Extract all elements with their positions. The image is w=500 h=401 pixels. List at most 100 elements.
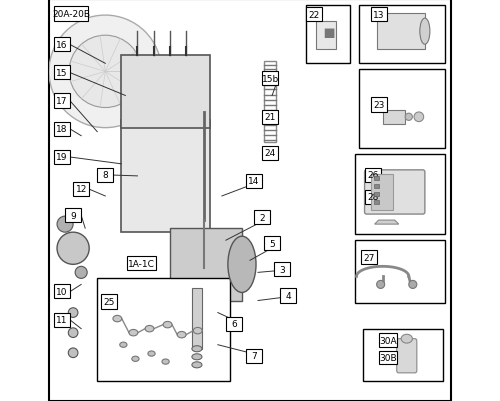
Text: 11: 11 bbox=[56, 315, 68, 324]
Bar bbox=[374, 200, 378, 205]
Ellipse shape bbox=[177, 332, 186, 338]
Bar bbox=[374, 176, 378, 180]
Circle shape bbox=[409, 281, 417, 289]
Text: 16: 16 bbox=[56, 41, 68, 50]
Ellipse shape bbox=[192, 354, 202, 360]
Text: 1A-1C: 1A-1C bbox=[128, 259, 155, 268]
Ellipse shape bbox=[120, 342, 127, 347]
Circle shape bbox=[57, 217, 73, 233]
FancyBboxPatch shape bbox=[362, 329, 443, 381]
Text: 8: 8 bbox=[102, 171, 108, 180]
Circle shape bbox=[68, 328, 78, 338]
Text: 4: 4 bbox=[286, 291, 291, 300]
FancyBboxPatch shape bbox=[376, 14, 425, 50]
Text: 2: 2 bbox=[259, 213, 265, 222]
Ellipse shape bbox=[401, 334, 412, 343]
FancyBboxPatch shape bbox=[274, 263, 290, 277]
Ellipse shape bbox=[405, 114, 412, 121]
Circle shape bbox=[49, 16, 162, 128]
FancyBboxPatch shape bbox=[360, 251, 376, 265]
FancyBboxPatch shape bbox=[358, 6, 445, 64]
FancyBboxPatch shape bbox=[246, 349, 262, 363]
Text: 7: 7 bbox=[251, 351, 257, 360]
Text: 19: 19 bbox=[56, 153, 68, 162]
Circle shape bbox=[69, 36, 142, 108]
Text: 20A-20B: 20A-20B bbox=[52, 10, 90, 19]
Circle shape bbox=[68, 348, 78, 358]
Text: 27: 27 bbox=[363, 253, 374, 262]
FancyBboxPatch shape bbox=[254, 211, 270, 225]
FancyBboxPatch shape bbox=[280, 289, 296, 303]
Ellipse shape bbox=[192, 346, 202, 352]
FancyBboxPatch shape bbox=[65, 209, 81, 223]
Circle shape bbox=[75, 267, 87, 279]
FancyBboxPatch shape bbox=[306, 8, 322, 22]
FancyBboxPatch shape bbox=[378, 334, 396, 347]
FancyBboxPatch shape bbox=[54, 38, 70, 52]
Ellipse shape bbox=[420, 19, 430, 45]
Text: 14: 14 bbox=[248, 177, 260, 186]
Text: 30B: 30B bbox=[379, 353, 396, 362]
Text: 5: 5 bbox=[269, 239, 275, 248]
FancyBboxPatch shape bbox=[122, 56, 210, 128]
Circle shape bbox=[57, 233, 89, 265]
Text: 13: 13 bbox=[373, 10, 384, 20]
Text: 23: 23 bbox=[373, 101, 384, 110]
Text: 15: 15 bbox=[56, 69, 68, 78]
FancyBboxPatch shape bbox=[226, 317, 242, 331]
Text: 22: 22 bbox=[308, 10, 320, 20]
Text: ▪: ▪ bbox=[322, 22, 335, 42]
FancyBboxPatch shape bbox=[396, 339, 417, 373]
FancyBboxPatch shape bbox=[262, 110, 278, 124]
Ellipse shape bbox=[145, 326, 154, 332]
FancyBboxPatch shape bbox=[170, 229, 242, 301]
FancyBboxPatch shape bbox=[354, 241, 445, 303]
Ellipse shape bbox=[162, 359, 169, 364]
FancyBboxPatch shape bbox=[262, 146, 278, 160]
Text: 24: 24 bbox=[264, 149, 276, 158]
FancyBboxPatch shape bbox=[364, 168, 380, 182]
FancyBboxPatch shape bbox=[54, 313, 70, 327]
FancyBboxPatch shape bbox=[354, 154, 445, 235]
FancyBboxPatch shape bbox=[54, 7, 88, 22]
FancyBboxPatch shape bbox=[306, 6, 350, 64]
Text: 26: 26 bbox=[367, 171, 378, 180]
Ellipse shape bbox=[148, 351, 155, 356]
FancyBboxPatch shape bbox=[246, 174, 262, 188]
FancyBboxPatch shape bbox=[382, 110, 405, 124]
Ellipse shape bbox=[113, 316, 122, 322]
FancyBboxPatch shape bbox=[370, 174, 392, 211]
FancyBboxPatch shape bbox=[358, 70, 445, 148]
FancyBboxPatch shape bbox=[97, 168, 114, 182]
Bar bbox=[374, 192, 378, 196]
FancyBboxPatch shape bbox=[97, 279, 230, 381]
Ellipse shape bbox=[163, 322, 172, 328]
FancyBboxPatch shape bbox=[370, 98, 386, 112]
Text: 17: 17 bbox=[56, 97, 68, 106]
FancyBboxPatch shape bbox=[73, 182, 89, 196]
Ellipse shape bbox=[194, 328, 202, 334]
Ellipse shape bbox=[132, 356, 139, 362]
Circle shape bbox=[68, 308, 78, 318]
Text: 15b: 15b bbox=[262, 75, 278, 84]
FancyBboxPatch shape bbox=[54, 285, 70, 299]
Bar bbox=[374, 184, 378, 188]
FancyBboxPatch shape bbox=[264, 237, 280, 251]
Text: 12: 12 bbox=[76, 185, 87, 194]
Ellipse shape bbox=[192, 362, 202, 368]
FancyBboxPatch shape bbox=[262, 72, 278, 86]
FancyBboxPatch shape bbox=[378, 351, 396, 364]
Text: 6: 6 bbox=[231, 319, 237, 328]
Text: 10: 10 bbox=[56, 287, 68, 296]
Ellipse shape bbox=[228, 237, 256, 293]
Text: 25: 25 bbox=[104, 297, 115, 306]
FancyBboxPatch shape bbox=[370, 8, 386, 22]
Text: 21: 21 bbox=[264, 113, 276, 122]
FancyBboxPatch shape bbox=[364, 190, 380, 205]
FancyBboxPatch shape bbox=[128, 257, 156, 271]
FancyBboxPatch shape bbox=[54, 94, 70, 108]
Text: 3: 3 bbox=[280, 265, 285, 274]
Polygon shape bbox=[374, 221, 398, 225]
Circle shape bbox=[414, 113, 424, 122]
Text: 9: 9 bbox=[70, 211, 76, 220]
